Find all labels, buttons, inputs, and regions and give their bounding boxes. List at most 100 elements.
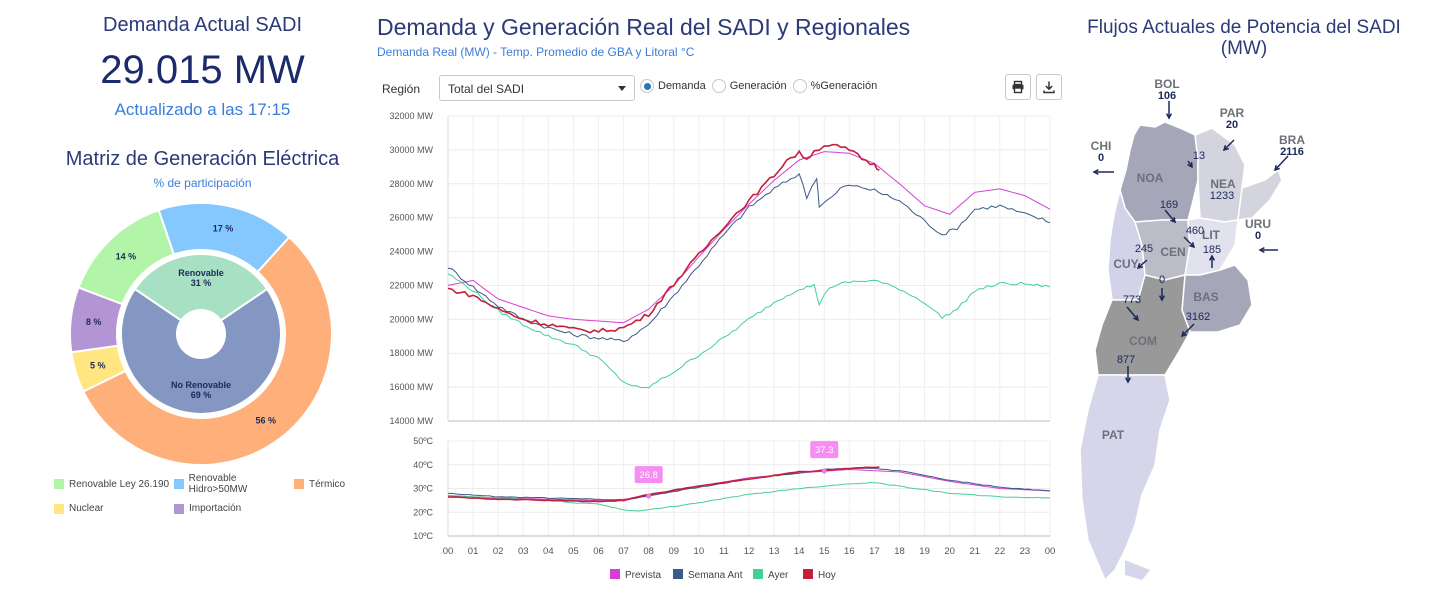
country-flow-uru: 0 [1255, 230, 1261, 242]
y-tick-label: 30000 MW [389, 145, 433, 155]
x-tick-label: 18 [894, 546, 905, 557]
donut-hole [176, 309, 226, 359]
temp-line-prevista[interactable] [447, 468, 1051, 501]
region-lit[interactable] [1184, 217, 1239, 276]
legend-label-hoy[interactable]: Hoy [818, 570, 836, 581]
flow-value: 169 [1160, 199, 1178, 211]
x-tick-label: 13 [769, 546, 780, 557]
region-select-value: Total del SADI [448, 82, 525, 96]
print-button[interactable] [1005, 74, 1031, 100]
country-flow-bol: 106 [1158, 90, 1176, 102]
flow-arrow-head [1133, 314, 1140, 322]
legend-item-termico[interactable]: Térmico [294, 473, 374, 495]
download-icon [1043, 81, 1055, 94]
legend-label-ayer[interactable]: Ayer [768, 570, 789, 581]
legend-label-semana-ant[interactable]: Semana Ant [688, 570, 743, 581]
donut-outer-ring [69, 202, 333, 466]
x-tick-label: 20 [944, 546, 955, 557]
flow-arrow [1126, 306, 1139, 321]
x-tick-label: 00 [443, 546, 454, 557]
x-tick-label: 22 [995, 546, 1006, 557]
y-tick-label: 32000 MW [389, 111, 433, 121]
x-tick-label: 16 [844, 546, 855, 557]
flow-value: 185 [1203, 244, 1221, 256]
region-pat-tdf[interactable] [1125, 560, 1150, 580]
region-label-nea: NEA [1210, 177, 1236, 191]
demand-line-hoy[interactable] [447, 143, 880, 334]
radio-pct-generacion[interactable]: %Generación [792, 79, 877, 93]
country-flow-par: 20 [1226, 119, 1238, 131]
flow-arrow-head [1180, 330, 1188, 338]
legend-swatch-ayer[interactable] [753, 569, 763, 579]
country-label-bol: BOL [1154, 77, 1179, 91]
radio-demanda[interactable]: Demanda [640, 79, 706, 93]
legend-swatch-hoy[interactable] [803, 569, 813, 579]
donut-inner-label: No Renovable [171, 380, 231, 390]
flow-value: 1233 [1210, 190, 1234, 202]
legend-label-prevista[interactable]: Prevista [625, 570, 662, 581]
demand-line-semana-ant[interactable] [447, 173, 1051, 343]
y-tick-label-temp: 50ºC [413, 436, 433, 446]
legend-swatch-semana-ant[interactable] [673, 569, 683, 579]
donut-inner-slice-renovable[interactable] [133, 253, 269, 336]
y-tick-label: 20000 MW [389, 314, 433, 324]
region-pat[interactable] [1079, 374, 1171, 582]
y-tick-label: 14000 MW [389, 416, 433, 426]
donut-slice-label: 14 % [116, 251, 137, 261]
temp-annotation-label: 26.8 [639, 470, 658, 481]
flow-arrow-head [1273, 164, 1280, 172]
region-select[interactable]: Total del SADI [439, 75, 635, 101]
country-flow-bra: 2116 [1280, 146, 1304, 158]
main-chart-title: Demanda y Generación Real del SADI y Reg… [377, 14, 911, 40]
view-radio-group: Demanda Generación %Generación [640, 79, 877, 93]
flow-arrow-head [1092, 168, 1099, 176]
x-tick-label: 17 [869, 546, 880, 557]
y-tick-label: 24000 MW [389, 247, 433, 257]
x-tick-label: 11 [719, 546, 729, 557]
demand-temperature-chart[interactable]: 00 01 02 03 04 05 06 07 08 09 10 11 12 13 14 15 16 17 18 19… [375, 108, 1070, 588]
x-tick-label: 02 [493, 546, 504, 557]
y-tick-label: 16000 MW [389, 382, 433, 392]
x-tick-label: 10 [694, 546, 705, 557]
country-label-bra: BRA [1279, 133, 1305, 147]
legend-item-nuclear[interactable]: Nuclear [54, 503, 174, 514]
temp-annotation-box [634, 466, 663, 484]
legend-swatch-prevista[interactable] [610, 569, 620, 579]
demanda-updated: Actualizado a las 17:15 [114, 100, 291, 119]
download-button[interactable] [1036, 74, 1062, 100]
region-nea-misiones[interactable] [1237, 168, 1283, 221]
donut-slice-t-rmico[interactable] [81, 235, 333, 466]
demand-line-prevista[interactable] [447, 151, 1051, 324]
y-tick-label: 18000 MW [389, 348, 433, 358]
flow-value: 877 [1117, 354, 1135, 366]
flow-value: 773 [1123, 294, 1141, 306]
demand-line-ayer[interactable] [447, 273, 1051, 389]
donut-slice-importaci-n[interactable] [69, 286, 124, 354]
flow-arrow-head [1170, 216, 1177, 224]
flow-value: 13 [1193, 150, 1205, 162]
flow-arrow [1181, 323, 1195, 337]
legend-item-renovable-ley[interactable]: Renovable Ley 26.190 [54, 473, 174, 495]
temp-annotation-point [821, 468, 827, 474]
temp-line-hoy[interactable] [447, 466, 880, 503]
x-tick-label: 04 [543, 546, 554, 557]
y-tick-label-temp: 40ºC [413, 460, 433, 470]
x-tick-label: 03 [518, 546, 529, 557]
country-label-par: PAR [1220, 106, 1245, 120]
x-tick-label: 15 [819, 546, 830, 557]
y-tick-label-temp: 30ºC [413, 484, 433, 494]
x-tick-label: 19 [919, 546, 930, 557]
flow-arrow [1137, 259, 1148, 269]
legend-item-importacion[interactable]: Importación [174, 503, 294, 514]
matriz-subtitle: % de participación [153, 176, 252, 190]
country-label-chi: CHI [1091, 139, 1112, 153]
legend-item-hidro[interactable]: Renovable Hidro>50MW [174, 473, 294, 495]
region-com[interactable] [1094, 274, 1191, 376]
region-nea[interactable] [1194, 127, 1246, 223]
region-label-cen: CEN [1160, 245, 1185, 259]
region-label-pat: PAT [1102, 428, 1125, 442]
radio-generacion[interactable]: Generación [711, 79, 787, 93]
temp-annotation-box [810, 441, 839, 459]
